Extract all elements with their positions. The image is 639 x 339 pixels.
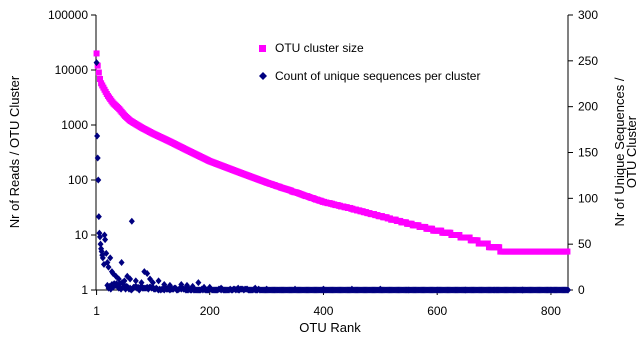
unique-sequences-point	[377, 285, 384, 293]
unique-sequences-point	[121, 277, 128, 285]
unique-sequences-point	[491, 286, 498, 294]
series-unique-sequences	[93, 59, 571, 294]
unique-sequences-point	[405, 286, 412, 294]
y-left-tick-label: 100	[68, 173, 88, 187]
y-right-axis-title-line1: Nr of Unique Sequences /	[612, 77, 627, 226]
unique-sequences-point	[292, 285, 299, 293]
x-tick-label: 400	[313, 304, 333, 318]
unique-sequences-point	[99, 254, 106, 262]
y-right-tick-label: 150	[578, 146, 598, 160]
x-tick-label: 600	[427, 304, 447, 318]
unique-sequences-point	[93, 59, 100, 67]
unique-sequences-point	[144, 270, 151, 277]
y-left-axis-ticks: 1 10 100 1000 10000 100000	[48, 8, 96, 297]
y-left-tick-label: 1000	[61, 118, 88, 132]
otu-cluster-size-point	[474, 237, 481, 244]
unique-sequences-point	[94, 154, 101, 162]
x-tick-label: 800	[541, 304, 561, 318]
y-right-axis-ticks: 0 50 100 150 200 250 300	[568, 8, 598, 297]
unique-sequences-point	[96, 233, 103, 241]
unique-sequences-point	[189, 282, 196, 290]
unique-sequences-point	[95, 213, 102, 221]
legend-label-unique-sequences: Count of unique sequences per cluster	[275, 69, 480, 83]
y-right-tick-label: 300	[578, 8, 598, 22]
x-axis-ticks: 1 200 400 600 800	[93, 290, 561, 318]
unique-sequences-point	[115, 275, 122, 283]
y-left-axis-title: Nr of Reads / OTU Cluster	[7, 75, 22, 228]
y-right-axis-title-line2: OTU Cluster	[624, 115, 639, 188]
unique-sequences-point	[105, 263, 112, 271]
unique-sequences-point	[195, 279, 202, 287]
unique-sequences-point	[166, 281, 173, 289]
x-axis-title: OTU Rank	[299, 320, 361, 335]
otu-cluster-size-point	[496, 244, 503, 251]
unique-sequences-point	[94, 132, 101, 140]
unique-sequences-point	[252, 284, 259, 292]
y-left-tick-label: 1	[81, 283, 88, 297]
unique-sequences-point	[149, 279, 156, 287]
unique-sequences-point	[161, 281, 168, 288]
unique-sequences-point	[178, 281, 185, 288]
unique-sequences-point	[118, 259, 125, 266]
otu-cluster-size-point	[484, 240, 491, 247]
unique-sequences-point	[107, 254, 114, 262]
y-left-tick-label: 10	[75, 228, 89, 242]
legend-label-otu-cluster-size: OTU cluster size	[275, 41, 364, 55]
unique-sequences-point	[128, 217, 135, 225]
y-right-tick-label: 200	[578, 100, 598, 114]
y-right-tick-label: 50	[578, 237, 592, 251]
legend-marker-unique-sequences	[259, 72, 267, 80]
unique-sequences-point	[103, 249, 110, 257]
unique-sequences-point	[124, 272, 131, 280]
otu-cluster-size-point	[94, 62, 101, 69]
unique-sequences-point	[132, 277, 139, 285]
unique-sequences-point	[183, 281, 190, 289]
otu-cluster-size-point	[95, 69, 102, 76]
unique-sequences-point	[102, 236, 109, 244]
unique-sequences-point	[101, 231, 108, 239]
unique-sequences-point	[122, 285, 129, 293]
x-tick-label: 1	[93, 304, 100, 318]
legend: OTU cluster size Count of unique sequenc…	[259, 41, 480, 83]
unique-sequences-point	[97, 240, 104, 248]
unique-sequences-point	[434, 286, 441, 294]
unique-sequences-point	[348, 285, 355, 293]
unique-sequences-point	[155, 277, 162, 285]
unique-sequences-point	[565, 286, 571, 294]
y-left-tick-label: 10000	[55, 63, 89, 77]
unique-sequences-point	[519, 286, 526, 294]
y-right-tick-label: 0	[578, 283, 585, 297]
otu-cluster-size-point	[93, 50, 100, 57]
series-otu-cluster-size	[93, 50, 571, 255]
y-right-tick-label: 250	[578, 54, 598, 68]
y-right-tick-label: 100	[578, 191, 598, 205]
unique-sequences-point	[95, 176, 102, 184]
unique-sequences-point	[138, 279, 145, 287]
unique-sequences-point	[127, 275, 134, 283]
unique-sequences-point	[235, 284, 242, 292]
unique-sequences-point	[218, 284, 225, 292]
unique-sequences-point	[320, 285, 327, 293]
y-right-axis-title: Nr of Unique Sequences / OTU Cluster	[612, 77, 639, 226]
unique-sequences-point	[547, 286, 554, 294]
unique-sequences-point	[462, 286, 469, 294]
legend-marker-otu-cluster-size	[259, 45, 266, 52]
unique-sequences-point	[201, 283, 208, 291]
otu-cluster-size-point	[96, 75, 103, 82]
unique-sequences-point	[206, 283, 213, 291]
x-tick-label: 200	[200, 304, 220, 318]
unique-sequences-point	[263, 285, 270, 293]
y-left-tick-label: 100000	[48, 8, 88, 22]
otu-cluster-size-point	[564, 248, 571, 255]
